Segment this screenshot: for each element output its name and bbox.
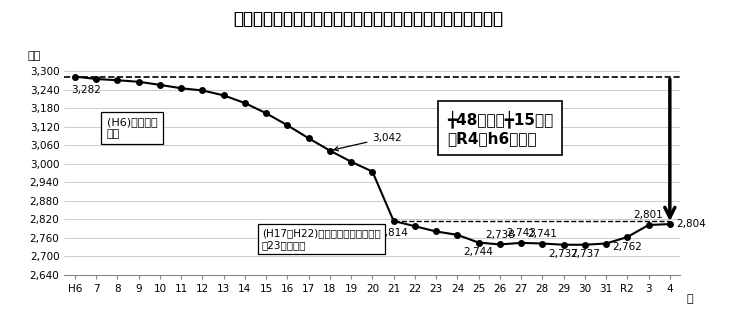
Text: (H17～H22)集中改革プランにより
約23万人の減: (H17～H22)集中改革プランにより 約23万人の減 [262, 228, 381, 250]
Text: 2,744: 2,744 [464, 247, 494, 257]
Text: 2,801: 2,801 [634, 210, 663, 220]
Text: 2,743: 2,743 [506, 228, 536, 238]
Text: (H6)総職員数
最大: (H6)総職員数 最大 [107, 117, 158, 139]
Text: 年: 年 [687, 294, 693, 304]
Text: 2,762: 2,762 [612, 242, 643, 252]
Text: 千人: 千人 [27, 51, 40, 61]
Text: 2,737: 2,737 [570, 249, 600, 259]
Text: 《地方公共団体の総職員数の推移（平成６年～令和４年）》: 《地方公共団体の総職員数の推移（平成６年～令和４年）》 [233, 10, 503, 28]
Text: 2,738: 2,738 [485, 230, 514, 240]
Text: 2,737: 2,737 [548, 249, 578, 259]
Text: 3,282: 3,282 [71, 85, 101, 95]
Text: 《地方公共団体の総職員数の推移（平成６年～令和４年）》: 《地方公共団体の総職員数の推移（平成６年～令和４年）》 [233, 10, 503, 28]
Text: 2,804: 2,804 [676, 219, 706, 229]
Text: 3,042: 3,042 [334, 132, 402, 151]
Text: ╈48万人（╈15％）
（R4対h6年比）: ╈48万人（╈15％） （R4対h6年比） [447, 111, 553, 146]
Text: 2,814: 2,814 [379, 228, 408, 238]
Text: 2,741: 2,741 [528, 229, 557, 239]
